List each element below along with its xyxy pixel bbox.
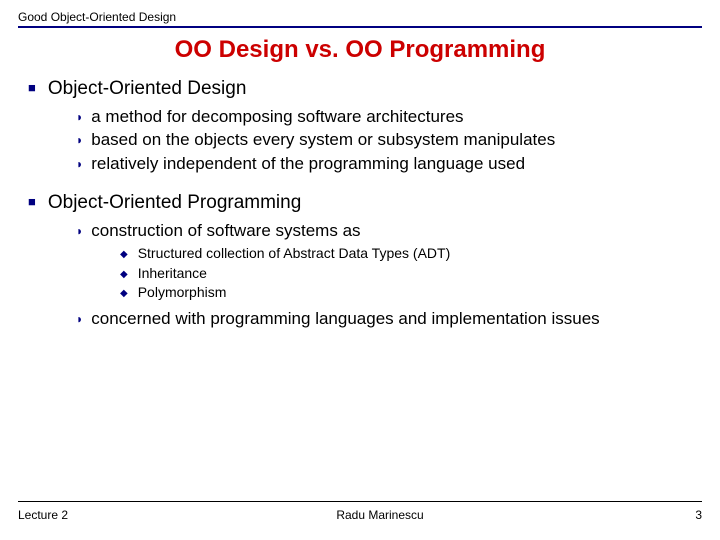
list-item-text: concerned with programming languages and… <box>91 308 599 329</box>
list-item: ◗ construction of software systems as <box>76 220 702 241</box>
sub-list-item: ◆ Structured collection of Abstract Data… <box>120 245 702 263</box>
bullet-list: ◗ concerned with programming languages a… <box>18 308 702 329</box>
sub-list: ◆ Structured collection of Abstract Data… <box>18 245 702 302</box>
bullet-list: ◗ construction of software systems as <box>18 220 702 241</box>
section-heading: ■ Object-Oriented Programming <box>18 192 702 214</box>
list-item: ◗ a method for decomposing software arch… <box>76 106 702 127</box>
list-item-text: relatively independent of the programmin… <box>91 153 525 174</box>
footer-page-number: 3 <box>662 508 702 522</box>
header-rule <box>18 26 702 28</box>
header-label: Good Object-Oriented Design <box>18 10 702 26</box>
sub-list-item: ◆ Polymorphism <box>120 284 702 302</box>
section-ood: ■ Object-Oriented Design ◗ a method for … <box>18 78 702 174</box>
arrow-bullet-icon: ◗ <box>76 312 83 327</box>
arrow-bullet-icon: ◗ <box>76 133 83 148</box>
arrow-bullet-icon: ◗ <box>76 110 83 125</box>
section-oop: ■ Object-Oriented Programming ◗ construc… <box>18 192 702 329</box>
list-item-text: a method for decomposing software archit… <box>91 106 463 127</box>
footer-rule <box>18 501 702 502</box>
bullet-list: ◗ a method for decomposing software arch… <box>18 106 702 174</box>
square-bullet-icon: ■ <box>28 194 36 209</box>
arrow-bullet-icon: ◗ <box>76 157 83 172</box>
arrow-bullet-icon: ◗ <box>76 224 83 239</box>
footer-row: Lecture 2 Radu Marinescu 3 <box>18 508 702 522</box>
sub-list-item-text: Inheritance <box>138 265 207 283</box>
slide-title: OO Design vs. OO Programming <box>18 36 702 64</box>
square-bullet-icon: ■ <box>28 80 36 95</box>
list-item-text: based on the objects every system or sub… <box>91 129 555 150</box>
diamond-bullet-icon: ◆ <box>120 269 128 282</box>
section-heading-text: Object-Oriented Programming <box>48 192 301 214</box>
list-item: ◗ based on the objects every system or s… <box>76 129 702 150</box>
footer: Lecture 2 Radu Marinescu 3 <box>18 501 702 522</box>
diamond-bullet-icon: ◆ <box>120 288 128 301</box>
sub-list-item-text: Structured collection of Abstract Data T… <box>138 245 451 263</box>
list-item: ◗ concerned with programming languages a… <box>76 308 702 329</box>
footer-author: Radu Marinescu <box>98 508 662 522</box>
sub-list-item: ◆ Inheritance <box>120 265 702 283</box>
footer-lecture: Lecture 2 <box>18 508 98 522</box>
sub-list-item-text: Polymorphism <box>138 284 227 302</box>
list-item: ◗ relatively independent of the programm… <box>76 153 702 174</box>
section-heading-text: Object-Oriented Design <box>48 78 247 100</box>
list-item-text: construction of software systems as <box>91 220 360 241</box>
section-heading: ■ Object-Oriented Design <box>18 78 702 100</box>
diamond-bullet-icon: ◆ <box>120 249 128 262</box>
